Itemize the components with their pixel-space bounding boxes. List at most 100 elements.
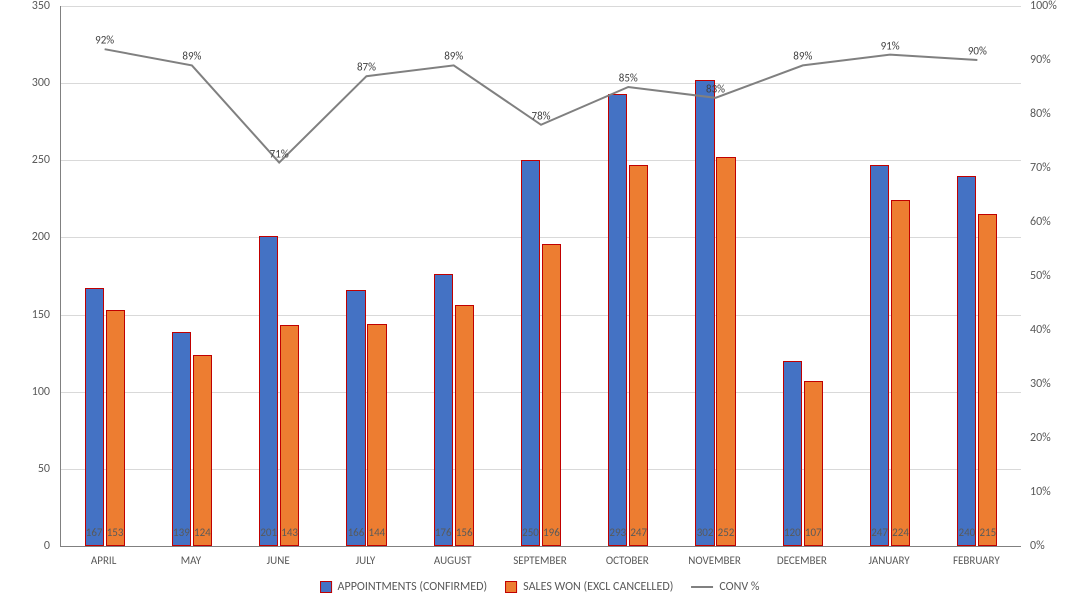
y-right-tick-label: 20%	[1030, 432, 1051, 444]
line-value-label: 85%	[619, 71, 638, 84]
legend-label: SALES WON (EXCL CANCELLED)	[523, 580, 673, 594]
bar-value-label: 143	[281, 526, 298, 539]
bar-appointments: 120	[783, 361, 802, 546]
y-left-tick-label: 150	[20, 309, 50, 321]
y-right-tick-label: 90%	[1030, 54, 1051, 66]
bar-sales-won: 144	[367, 324, 386, 546]
bar-appointments: 240	[957, 176, 976, 546]
bar-value-label: 302	[696, 526, 713, 539]
x-tick-label: JUNE	[267, 554, 290, 567]
y-left-tick-label: 300	[20, 77, 50, 89]
bar-sales-won: 196	[542, 244, 561, 546]
line-value-label: 89%	[444, 50, 463, 63]
y-right-tick-label: 0%	[1030, 540, 1045, 552]
y-left-tick-label: 250	[20, 154, 50, 166]
plot-area: 167 153 139 124 201 143 166 144 176 156 250 196 293 2…	[60, 6, 1021, 547]
bar-sales-won: 252	[716, 157, 735, 546]
bar-appointments: 250	[521, 160, 540, 546]
legend: APPOINTMENTS (CONFIRMED) SALES WON (EXCL …	[320, 580, 760, 594]
bar-value-label: 120	[784, 526, 801, 539]
bar-value-label: 144	[368, 526, 385, 539]
bar-value-label: 139	[173, 526, 190, 539]
y-right-tick-label: 10%	[1030, 486, 1051, 498]
bar-appointments: 176	[434, 274, 453, 546]
bar-value-label: 215	[979, 526, 996, 539]
bar-value-label: 252	[717, 526, 734, 539]
bar-value-label: 247	[871, 526, 888, 539]
legend-swatch-icon	[320, 581, 332, 593]
y-left-tick-label: 350	[20, 0, 50, 12]
bar-sales-won: 156	[455, 305, 474, 546]
y-left-tick-label: 200	[20, 231, 50, 243]
bar-appointments: 247	[870, 165, 889, 546]
bar-appointments: 139	[172, 332, 191, 546]
y-right-tick-label: 70%	[1030, 162, 1051, 174]
bar-appointments: 166	[346, 290, 365, 546]
line-value-label: 92%	[95, 34, 114, 47]
bar-sales-won: 153	[106, 310, 125, 546]
line-value-label: 90%	[968, 44, 987, 57]
bar-sales-won: 124	[193, 355, 212, 546]
gridline	[61, 6, 1021, 7]
line-value-label: 71%	[270, 147, 289, 160]
bar-value-label: 107	[805, 526, 822, 539]
x-tick-label: JANUARY	[869, 554, 910, 567]
bar-appointments: 293	[608, 94, 627, 546]
y-right-tick-label: 30%	[1030, 378, 1051, 390]
bar-value-label: 250	[522, 526, 539, 539]
x-tick-label: MAY	[181, 554, 201, 567]
bar-value-label: 167	[86, 526, 103, 539]
bar-sales-won: 224	[891, 200, 910, 546]
bar-value-label: 293	[609, 526, 626, 539]
gridline	[61, 160, 1021, 161]
line-value-label: 87%	[357, 61, 376, 74]
x-tick-label: APRIL	[91, 554, 116, 567]
legend-line-icon	[691, 586, 713, 588]
y-right-tick-label: 50%	[1030, 270, 1051, 282]
legend-item: SALES WON (EXCL CANCELLED)	[505, 580, 673, 594]
line-value-label: 89%	[793, 50, 812, 63]
line-value-label: 83%	[706, 82, 725, 95]
y-left-tick-label: 100	[20, 386, 50, 398]
bar-sales-won: 143	[280, 325, 299, 546]
line-value-label: 78%	[531, 109, 550, 122]
bar-value-label: 201	[260, 526, 277, 539]
gridline	[61, 83, 1021, 84]
bar-appointments: 167	[85, 288, 104, 546]
bar-value-label: 224	[892, 526, 909, 539]
bar-value-label: 240	[958, 526, 975, 539]
bar-value-label: 166	[347, 526, 364, 539]
bar-value-label: 196	[543, 526, 560, 539]
legend-item: APPOINTMENTS (CONFIRMED)	[320, 580, 488, 594]
bar-value-label: 176	[435, 526, 452, 539]
x-tick-label: SEPTEMBER	[513, 554, 567, 567]
y-left-tick-label: 0	[20, 540, 50, 552]
y-left-tick-label: 50	[20, 463, 50, 475]
bar-sales-won: 247	[629, 165, 648, 546]
x-tick-label: FEBRUARY	[953, 554, 1000, 567]
bar-value-label: 153	[107, 526, 124, 539]
x-tick-label: JULY	[356, 554, 376, 567]
bar-value-label: 124	[194, 526, 211, 539]
combo-chart: 167 153 139 124 201 143 166 144 176 156 250 196 293 2…	[0, 0, 1079, 614]
x-tick-label: NOVEMBER	[688, 554, 741, 567]
legend-item: CONV %	[691, 580, 759, 594]
bar-sales-won: 215	[978, 214, 997, 546]
y-right-tick-label: 60%	[1030, 216, 1051, 228]
bar-appointments: 302	[695, 80, 714, 546]
line-value-label: 89%	[182, 50, 201, 63]
x-tick-label: AUGUST	[434, 554, 472, 567]
y-right-tick-label: 40%	[1030, 324, 1051, 336]
x-tick-label: OCTOBER	[606, 554, 649, 567]
legend-label: CONV %	[719, 580, 759, 594]
line-value-label: 91%	[881, 39, 900, 52]
y-right-tick-label: 100%	[1030, 0, 1057, 12]
legend-label: APPOINTMENTS (CONFIRMED)	[338, 580, 488, 594]
bar-value-label: 156	[456, 526, 473, 539]
bar-appointments: 201	[259, 236, 278, 546]
bar-sales-won: 107	[804, 381, 823, 546]
bar-value-label: 247	[630, 526, 647, 539]
y-right-tick-label: 80%	[1030, 108, 1051, 120]
x-tick-label: DECEMBER	[777, 554, 827, 567]
legend-swatch-icon	[505, 581, 517, 593]
